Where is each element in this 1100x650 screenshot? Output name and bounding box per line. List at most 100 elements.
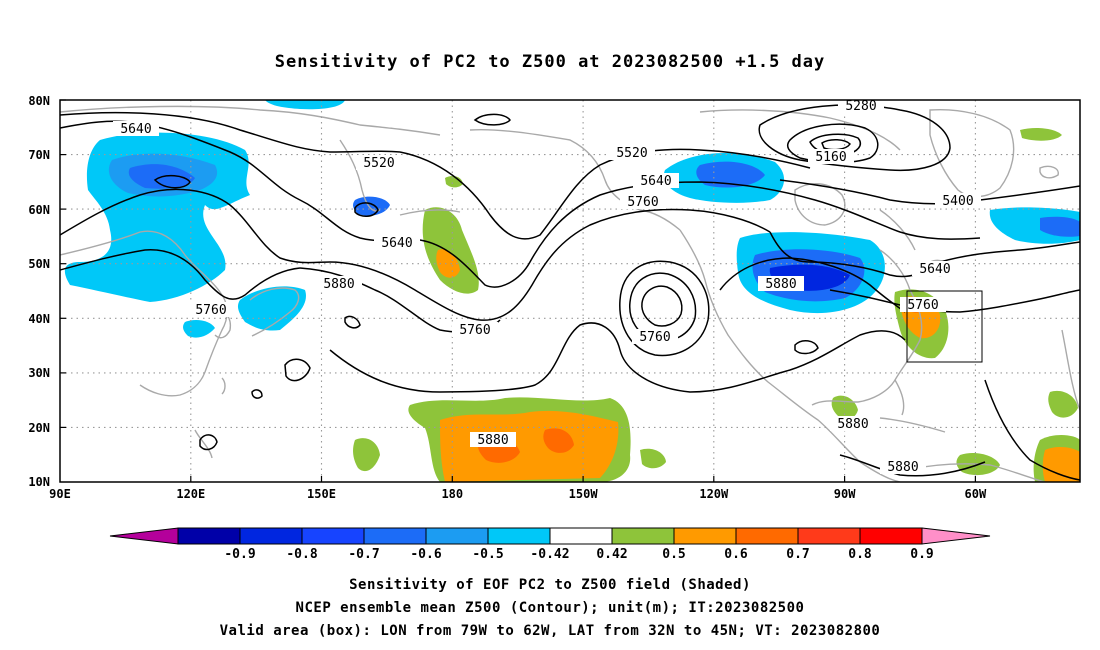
- colorbar-box: [301, 527, 365, 545]
- contour-label-bg: [830, 416, 876, 431]
- coastline-labrador: [879, 209, 916, 251]
- map-content: 5640 5520 5520 5640 5760 5280 5160 5400 …: [60, 99, 1080, 482]
- red-region-tropical-pacific-2: [543, 428, 574, 453]
- contour-label-bg: [935, 193, 981, 208]
- colorbar-box: [611, 527, 675, 545]
- contour-5520-main: [399, 148, 811, 240]
- latitude-labels: 80N 70N 60N 50N 40N 30N 20N 10N: [28, 94, 50, 489]
- valid-area-box: [906, 290, 983, 363]
- contour-label: 5880: [477, 433, 508, 448]
- contour-5880-south: [839, 454, 986, 477]
- lon-label: 90W: [834, 487, 856, 501]
- negative-sensitivity-shading: [64, 100, 1080, 338]
- contour-small-8: [354, 202, 379, 217]
- contour-label: 5640: [640, 174, 671, 189]
- colorbar-label: -0.7: [348, 547, 379, 562]
- caption-line-1: Sensitivity of EOF PC2 to Z500 field (Sh…: [349, 577, 751, 593]
- contour-label: 5160: [815, 150, 846, 165]
- coastline-philippines: [194, 429, 213, 459]
- orange-region-tropical-pacific: [440, 410, 619, 482]
- contour-label: 5880: [323, 277, 354, 292]
- colorbar-label: -0.6: [410, 547, 441, 562]
- coastline-iceland: [1039, 165, 1059, 179]
- lat-label: 10N: [28, 475, 50, 489]
- colorbar-label: 0.42: [596, 547, 627, 562]
- contour-label-bg: [356, 155, 402, 170]
- colorbar-box: [487, 527, 551, 545]
- coastline-taiwan: [221, 377, 226, 395]
- colorbar-box: [363, 527, 427, 545]
- contour-label-bg: [620, 194, 666, 209]
- coastline-kamchatka: [339, 139, 381, 212]
- contour-label-bg: [609, 145, 655, 160]
- contour-label: 5880: [887, 460, 918, 475]
- colorbar-label: -0.9: [224, 547, 255, 562]
- colorbar-box: [735, 527, 799, 545]
- contour-small-6: [199, 434, 218, 451]
- colorbar-box: [797, 527, 861, 545]
- contour-5880-subtropical: [329, 322, 906, 393]
- contour-small-2: [153, 174, 191, 189]
- contour-label: 5760: [627, 195, 658, 210]
- coastline-cuba: [879, 417, 946, 433]
- colorbar-box: [425, 527, 489, 545]
- contour-5880-west: [60, 249, 301, 300]
- green-region-atlantic-east: [1048, 390, 1078, 418]
- contour-label: 5760: [907, 298, 938, 313]
- map-frame: [59, 99, 1081, 483]
- contour-label: 5880: [765, 277, 796, 292]
- lat-label: 50N: [28, 257, 50, 271]
- contour-5760-east: [829, 289, 1080, 313]
- lon-label: 180: [441, 487, 463, 501]
- colorbar-label: 0.9: [910, 547, 933, 562]
- contour-label-bg: [452, 322, 498, 337]
- green-region-se-asia: [353, 438, 380, 472]
- green-region-arctic: [1020, 127, 1062, 141]
- contour-label-bg: [632, 329, 678, 344]
- colorbar-box: [239, 527, 303, 545]
- caption-line-3: Valid area (box): LON from 79W to 62W, L…: [220, 623, 881, 639]
- contour-label: 5640: [120, 122, 151, 137]
- coastline-canadian-arctic: [699, 109, 901, 151]
- colorbar-lower-triangle: [109, 527, 179, 545]
- contour-label: 5880: [837, 417, 868, 432]
- figure-title: Sensitivity of PC2 to Z500 at 2023082500…: [275, 52, 826, 72]
- green-region-central-pacific: [640, 448, 666, 469]
- lon-label: 120W: [699, 487, 729, 501]
- contour-small-5: [794, 340, 819, 355]
- contour-label-bg: [316, 276, 362, 291]
- contour-label-bg: [470, 432, 516, 447]
- lat-label: 40N: [28, 312, 50, 326]
- contour-small-3: [344, 315, 361, 329]
- contour-5760-low-inner: [641, 285, 683, 327]
- coastline-siberia-arctic: [60, 105, 441, 136]
- lat-label: 70N: [28, 148, 50, 162]
- contour-5160: [787, 123, 879, 164]
- lat-label: 20N: [28, 421, 50, 435]
- orange-region-tropical-atlantic: [1042, 446, 1080, 482]
- blue-region-japan: [237, 286, 306, 331]
- contour-label: 5760: [459, 323, 490, 338]
- blue-region-north-pacific-top: [265, 100, 345, 110]
- contour-label: 5760: [639, 330, 670, 345]
- contour-label: 5280: [845, 99, 876, 114]
- colorbar-label: 0.6: [724, 547, 748, 562]
- contour-label-bg: [900, 297, 946, 312]
- contour-label: 5640: [919, 262, 950, 277]
- contour-small-7: [251, 389, 263, 399]
- lon-label: 60W: [965, 487, 987, 501]
- lat-label: 60N: [28, 203, 50, 217]
- contour-label: 5520: [363, 156, 394, 171]
- colorbar-label: 0.8: [848, 547, 872, 562]
- contour-label-bg: [374, 235, 420, 250]
- contour-5760-low-outer: [619, 260, 710, 357]
- coastline-hudson-bay: [794, 183, 846, 226]
- caption-line-2: NCEP ensemble mean Z500 (Contour); unit(…: [296, 600, 805, 616]
- coastline-aleutians: [399, 209, 461, 216]
- contour-label-bg: [188, 302, 234, 317]
- green-region-bering: [445, 176, 463, 188]
- green-region-dateline: [422, 207, 479, 294]
- colorbar: -0.9 -0.8 -0.7 -0.6 -0.5 -0.42 0.42 0.5 0.6 0.7 0.…: [109, 527, 991, 562]
- coastline-greenland: [929, 108, 1015, 198]
